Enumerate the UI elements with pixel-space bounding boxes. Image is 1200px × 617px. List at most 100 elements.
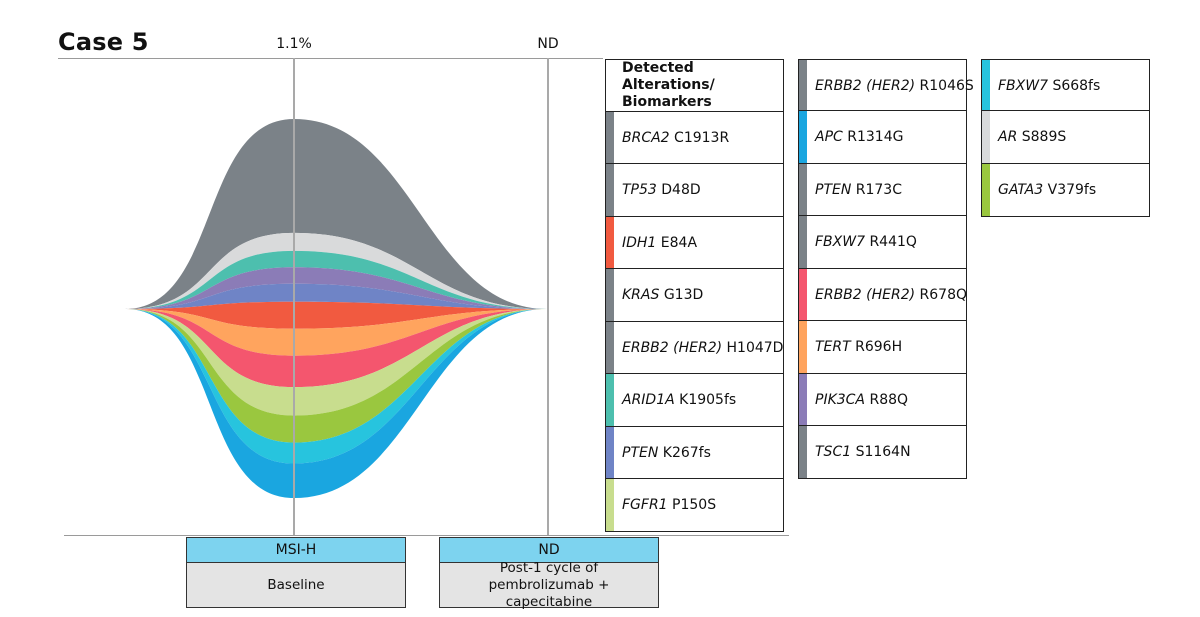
- legend-gene: PIK3CA: [815, 391, 866, 408]
- legend-gene: ERBB2 (HER2): [815, 78, 916, 94]
- legend-item: TSC1 S1164N: [798, 425, 967, 479]
- bottom-axis-line: [64, 535, 789, 536]
- legend-variant: S889S: [1017, 129, 1067, 145]
- fish-band-2: [125, 250, 547, 309]
- legend-swatch: [606, 479, 614, 531]
- legend-label: FBXW7 S668fs: [982, 78, 1100, 94]
- legend-label: PTEN R173C: [799, 182, 902, 198]
- legend-header: Detected Alterations/ Biomarkers: [605, 59, 784, 112]
- legend-variant: E84A: [656, 234, 698, 251]
- legend-label: ERBB2 (HER2) R678Q: [799, 287, 967, 303]
- legend-item: ERBB2 (HER2) R1046S: [798, 59, 974, 113]
- legend-swatch: [799, 268, 807, 321]
- fish-band-10: [125, 309, 547, 464]
- legend-variant: R88Q: [865, 391, 909, 408]
- legend-swatch: [799, 216, 807, 268]
- legend-swatch: [606, 216, 614, 269]
- legend-swatch: [799, 163, 807, 216]
- legend-label: AR S889S: [982, 129, 1066, 145]
- status-label: MSI-H: [187, 538, 405, 563]
- legend-variant: R696H: [850, 339, 903, 355]
- fish-band-0: [125, 119, 547, 309]
- legend-variant: D48D: [656, 182, 701, 198]
- legend-swatch: [799, 321, 807, 373]
- legend-item: FBXW7 S668fs: [981, 59, 1150, 113]
- legend-variant: H1047D: [722, 339, 784, 356]
- legend-gene: GATA3: [998, 181, 1044, 198]
- legend-label: ERBB2 (HER2) H1047D: [606, 340, 783, 356]
- legend-item: PTEN K267fs: [605, 425, 784, 480]
- legend-label: GATA3 V379fs: [982, 182, 1096, 198]
- legend-item: PIK3CA R88Q: [798, 372, 967, 427]
- legend-swatch: [799, 426, 807, 478]
- status-label: ND: [440, 538, 658, 563]
- legend-variant: K1905fs: [674, 392, 737, 408]
- legend-label: KRAS G13D: [606, 287, 703, 303]
- fish-band-11: [125, 309, 547, 498]
- legend-variant: G13D: [659, 287, 704, 303]
- legend-gene: TP53: [622, 182, 657, 198]
- legend-item: ERBB2 (HER2) R678Q: [798, 267, 967, 322]
- legend-item: FGFR1 P150S: [605, 478, 784, 532]
- legend-gene: IDH1: [622, 234, 657, 251]
- fish-band-4: [125, 283, 547, 309]
- legend-label: FGFR1 P150S: [606, 497, 716, 513]
- legend-gene: ERBB2 (HER2): [815, 286, 916, 303]
- legend-item: TP53 D48D: [605, 163, 784, 217]
- legend-swatch: [799, 373, 807, 426]
- legend-label: TP53 D48D: [606, 182, 701, 198]
- legend-label: ARID1A K1905fs: [606, 392, 736, 408]
- fish-band-8: [125, 309, 547, 416]
- timepoint-label-baseline: 1.1%: [276, 36, 312, 52]
- legend-swatch: [606, 269, 614, 321]
- legend-variant: S1164N: [851, 444, 911, 460]
- fish-band-6: [125, 309, 547, 356]
- fish-band-5: [125, 301, 547, 329]
- legend-variant: R678Q: [915, 286, 967, 303]
- legend-label: ERBB2 (HER2) R1046S: [799, 78, 974, 94]
- timepoint-line-baseline: [293, 58, 295, 535]
- legend-label: PTEN K267fs: [606, 445, 711, 461]
- legend-swatch: [799, 60, 807, 112]
- legend-variant: R173C: [851, 181, 902, 198]
- legend-header-text: Detected Alterations/ Biomarkers: [622, 60, 715, 110]
- legend-gene: TSC1: [815, 444, 852, 460]
- legend-label: TERT R696H: [799, 339, 902, 355]
- legend-variant: C1913R: [669, 129, 730, 146]
- legend-label: FBXW7 R441Q: [799, 234, 917, 250]
- timepoint-description: Baseline: [187, 563, 405, 607]
- legend-swatch: [606, 321, 614, 374]
- legend-item: AR S889S: [981, 110, 1150, 164]
- legend-swatch: [606, 111, 614, 164]
- legend-swatch: [606, 374, 614, 426]
- legend-variant: S668fs: [1048, 78, 1101, 94]
- legend-label: TSC1 S1164N: [799, 444, 911, 460]
- timepoint-box-post: ND Post-1 cycle of pembrolizumab + capec…: [439, 537, 659, 610]
- legend-label: IDH1 E84A: [606, 235, 697, 251]
- legend-variant: R1314G: [842, 129, 904, 145]
- legend-swatch: [982, 163, 990, 216]
- legend-swatch: [982, 111, 990, 163]
- fish-band-1: [125, 232, 547, 309]
- fish-band-7: [125, 309, 547, 388]
- legend-variant: R441Q: [865, 234, 917, 250]
- legend-swatch: [982, 60, 990, 112]
- legend-gene: APC: [815, 129, 843, 145]
- timepoint-label-post: ND: [537, 36, 559, 52]
- legend-gene: ERBB2 (HER2): [622, 339, 723, 356]
- legend-item: GATA3 V379fs: [981, 162, 1150, 217]
- legend-item: ARID1A K1905fs: [605, 373, 784, 427]
- legend-variant: K267fs: [658, 444, 711, 461]
- legend-label: BRCA2 C1913R: [606, 130, 729, 146]
- legend-item: ERBB2 (HER2) H1047D: [605, 320, 784, 375]
- legend-gene: BRCA2: [622, 129, 670, 146]
- legend-label: PIK3CA R88Q: [799, 392, 908, 408]
- legend-item: TERT R696H: [798, 320, 967, 374]
- timepoint-line-post: [547, 58, 549, 535]
- legend-gene: ARID1A: [622, 392, 675, 408]
- legend-gene: AR: [998, 129, 1018, 145]
- legend-gene: KRAS: [622, 287, 660, 303]
- legend-item: BRCA2 C1913R: [605, 110, 784, 165]
- timepoint-box-baseline: MSI-H Baseline: [186, 537, 406, 608]
